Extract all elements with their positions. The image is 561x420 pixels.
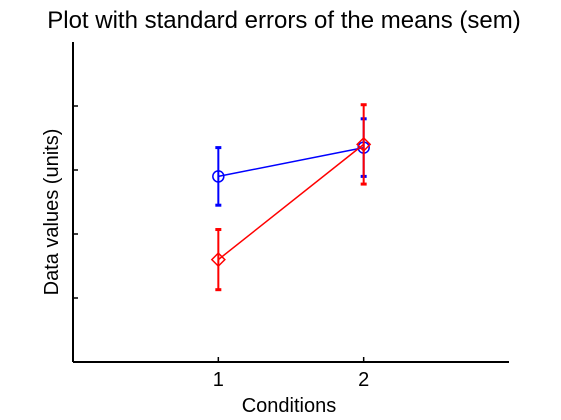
chart-title: Plot with standard errors of the means (… — [47, 7, 521, 34]
series-1 — [212, 117, 370, 207]
series-2 — [210, 103, 372, 292]
series-2-line — [217, 143, 365, 261]
series-layer — [210, 103, 372, 292]
x-axis-label: Conditions — [242, 395, 337, 417]
y-axis-label: Data values (units) — [41, 129, 63, 296]
series-1-line — [218, 146, 364, 178]
x-tick-label-1: 1 — [213, 369, 224, 391]
series-1-point-1 — [212, 170, 225, 183]
x-tick-label-2: 2 — [358, 369, 369, 391]
series-2-point-1 — [210, 252, 226, 268]
series-2-point-2 — [356, 136, 372, 152]
